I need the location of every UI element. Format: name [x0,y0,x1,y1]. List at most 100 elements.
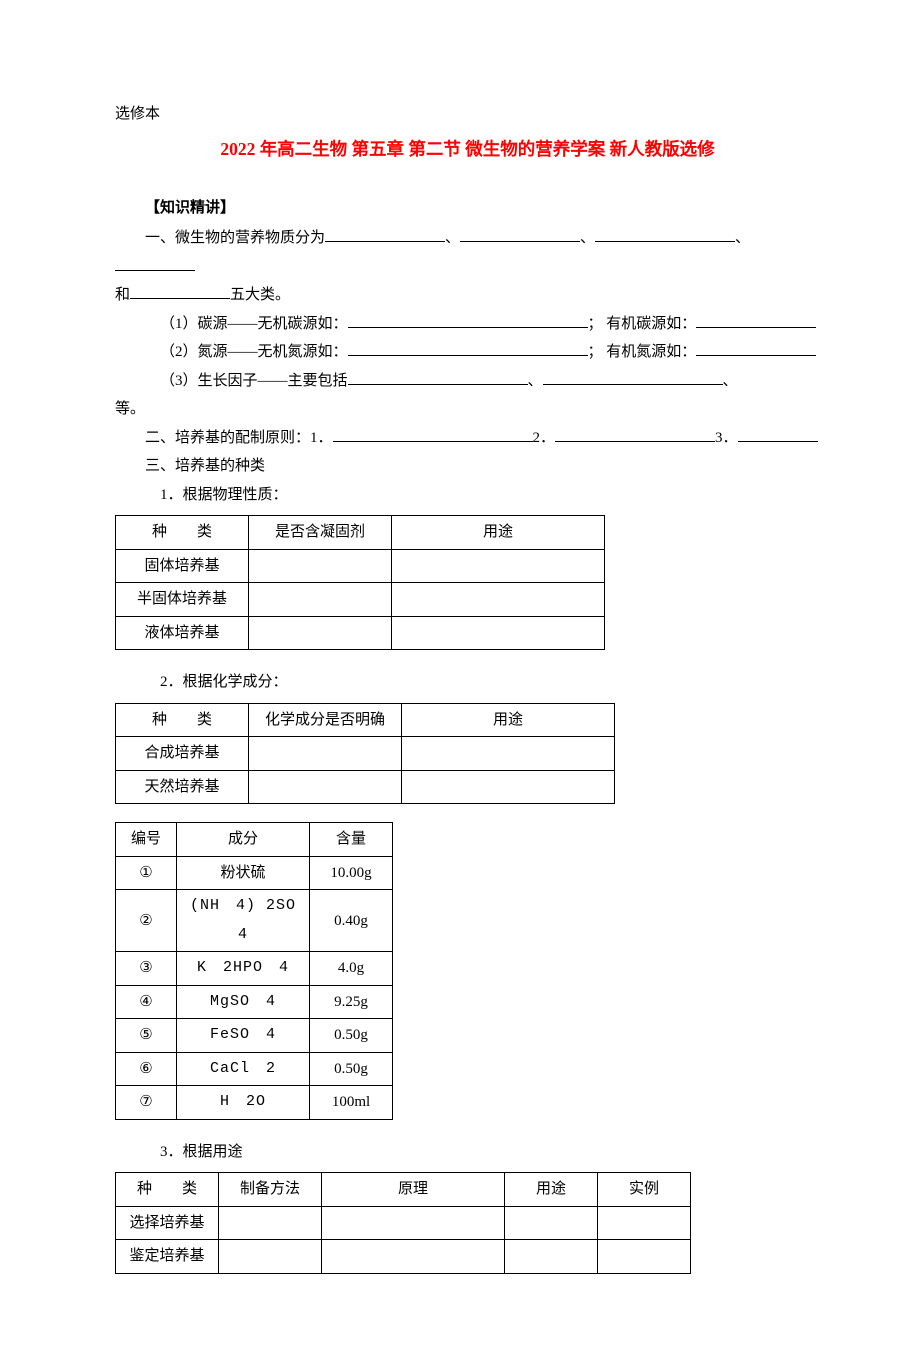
td: ⑥ [116,1052,177,1086]
td: 0.50g [310,1052,393,1086]
th: 用途 [505,1173,598,1207]
table-row: 合成培养基 [116,737,615,771]
line-10: 2．根据化学成分： [115,668,820,697]
table-header-row: 种 类 是否含凝固剂 用途 [116,516,605,550]
line-4: （2）氮源——无机氮源如： ； 有机氮源如： [115,338,820,367]
td [249,616,392,650]
td: H 2O [177,1086,310,1120]
blank [348,369,528,385]
td: 100ml [310,1086,393,1120]
td [392,616,605,650]
td: 鉴定培养基 [116,1240,219,1274]
table-header-row: 种 类 化学成分是否明确 用途 [116,703,615,737]
line-9: 1．根据物理性质： [115,481,820,510]
line-1: 一、微生物的营养物质分为、、、 [115,224,820,281]
td: FeSO 4 [177,1019,310,1053]
td: ④ [116,985,177,1019]
th: 化学成分是否明确 [249,703,402,737]
td: CaCl 2 [177,1052,310,1086]
td: 0.40g [310,890,393,952]
td [598,1240,691,1274]
text: （1）碳源——无机碳源如： [160,316,348,332]
page-container: 选修本 2022 年高二生物 第五章 第二节 微生物的营养学案 新人教版选修 【… [0,0,920,1352]
blank [555,426,715,442]
th: 用途 [392,516,605,550]
td [402,770,615,804]
td [598,1206,691,1240]
blank [348,340,588,356]
text: 和 [115,287,130,303]
blank [130,283,230,299]
table-ingredients: 编号 成分 含量 ① 粉状硫 10.00g ② (NH 4) 2SO 4 0.4… [115,822,393,1120]
text: 三、培养基的种类 [145,458,265,474]
table-row: ② (NH 4) 2SO 4 0.40g [116,890,393,952]
table-row: 选择培养基 [116,1206,691,1240]
text: 3．根据用途 [160,1144,243,1160]
th: 含量 [310,823,393,857]
text: 、 [528,373,543,389]
td: 选择培养基 [116,1206,219,1240]
blank [696,340,816,356]
text: 、 [445,230,460,246]
th: 是否含凝固剂 [249,516,392,550]
td [249,549,392,583]
td: 天然培养基 [116,770,249,804]
td [402,737,615,771]
knowledge-heading: 【知识精讲】 [115,194,820,223]
text: ； 有机碳源如： [588,316,697,332]
td [219,1206,322,1240]
th: 种 类 [116,703,249,737]
th: 成分 [177,823,310,857]
table-row: ① 粉状硫 10.00g [116,856,393,890]
td [249,583,392,617]
th: 实例 [598,1173,691,1207]
text: 2．根据化学成分： [160,674,288,690]
text: ； 有机氮源如： [588,344,697,360]
blank [325,226,445,242]
table-row: 天然培养基 [116,770,615,804]
th: 种 类 [116,516,249,550]
td [219,1240,322,1274]
text: 1．根据物理性质： [160,487,288,503]
td [322,1206,505,1240]
td: 4.0g [310,952,393,986]
th: 原理 [322,1173,505,1207]
td: ③ [116,952,177,986]
table-row: 固体培养基 [116,549,605,583]
text: 二、培养基的配制原则：1． [145,430,333,446]
th: 编号 [116,823,177,857]
text: （2）氮源——无机氮源如： [160,344,348,360]
table-row: ⑦ H 2O 100ml [116,1086,393,1120]
td: 合成培养基 [116,737,249,771]
text: （3）生长因子——主要包括 [160,373,348,389]
table-header-row: 编号 成分 含量 [116,823,393,857]
line-6: 等。 [115,395,820,424]
td: 粉状硫 [177,856,310,890]
header-category: 选修本 [115,100,820,129]
text: 五大类。 [230,287,290,303]
document-title: 2022 年高二生物 第五章 第二节 微生物的营养学案 新人教版选修 [115,133,820,166]
blank [333,426,533,442]
line-7: 二、培养基的配制原则：1．2．3． [115,424,820,453]
td: ② [116,890,177,952]
line-11: 3．根据用途 [115,1138,820,1167]
blank [348,312,588,328]
table-row: 液体培养基 [116,616,605,650]
table-row: ⑥ CaCl 2 0.50g [116,1052,393,1086]
table-row: ③ K 2HPO 4 4.0g [116,952,393,986]
text: 、 [580,230,595,246]
td: (NH 4) 2SO 4 [177,890,310,952]
text: 等。 [115,401,145,417]
blank [115,255,195,271]
td: ① [116,856,177,890]
td: 9.25g [310,985,393,1019]
text: 、 [735,230,750,246]
table-row: 半固体培养基 [116,583,605,617]
blank [696,312,816,328]
blank [460,226,580,242]
table-row: 鉴定培养基 [116,1240,691,1274]
td [249,770,402,804]
table-physical-property: 种 类 是否含凝固剂 用途 固体培养基 半固体培养基 液体培养基 [115,515,605,650]
td [322,1240,505,1274]
td [392,583,605,617]
